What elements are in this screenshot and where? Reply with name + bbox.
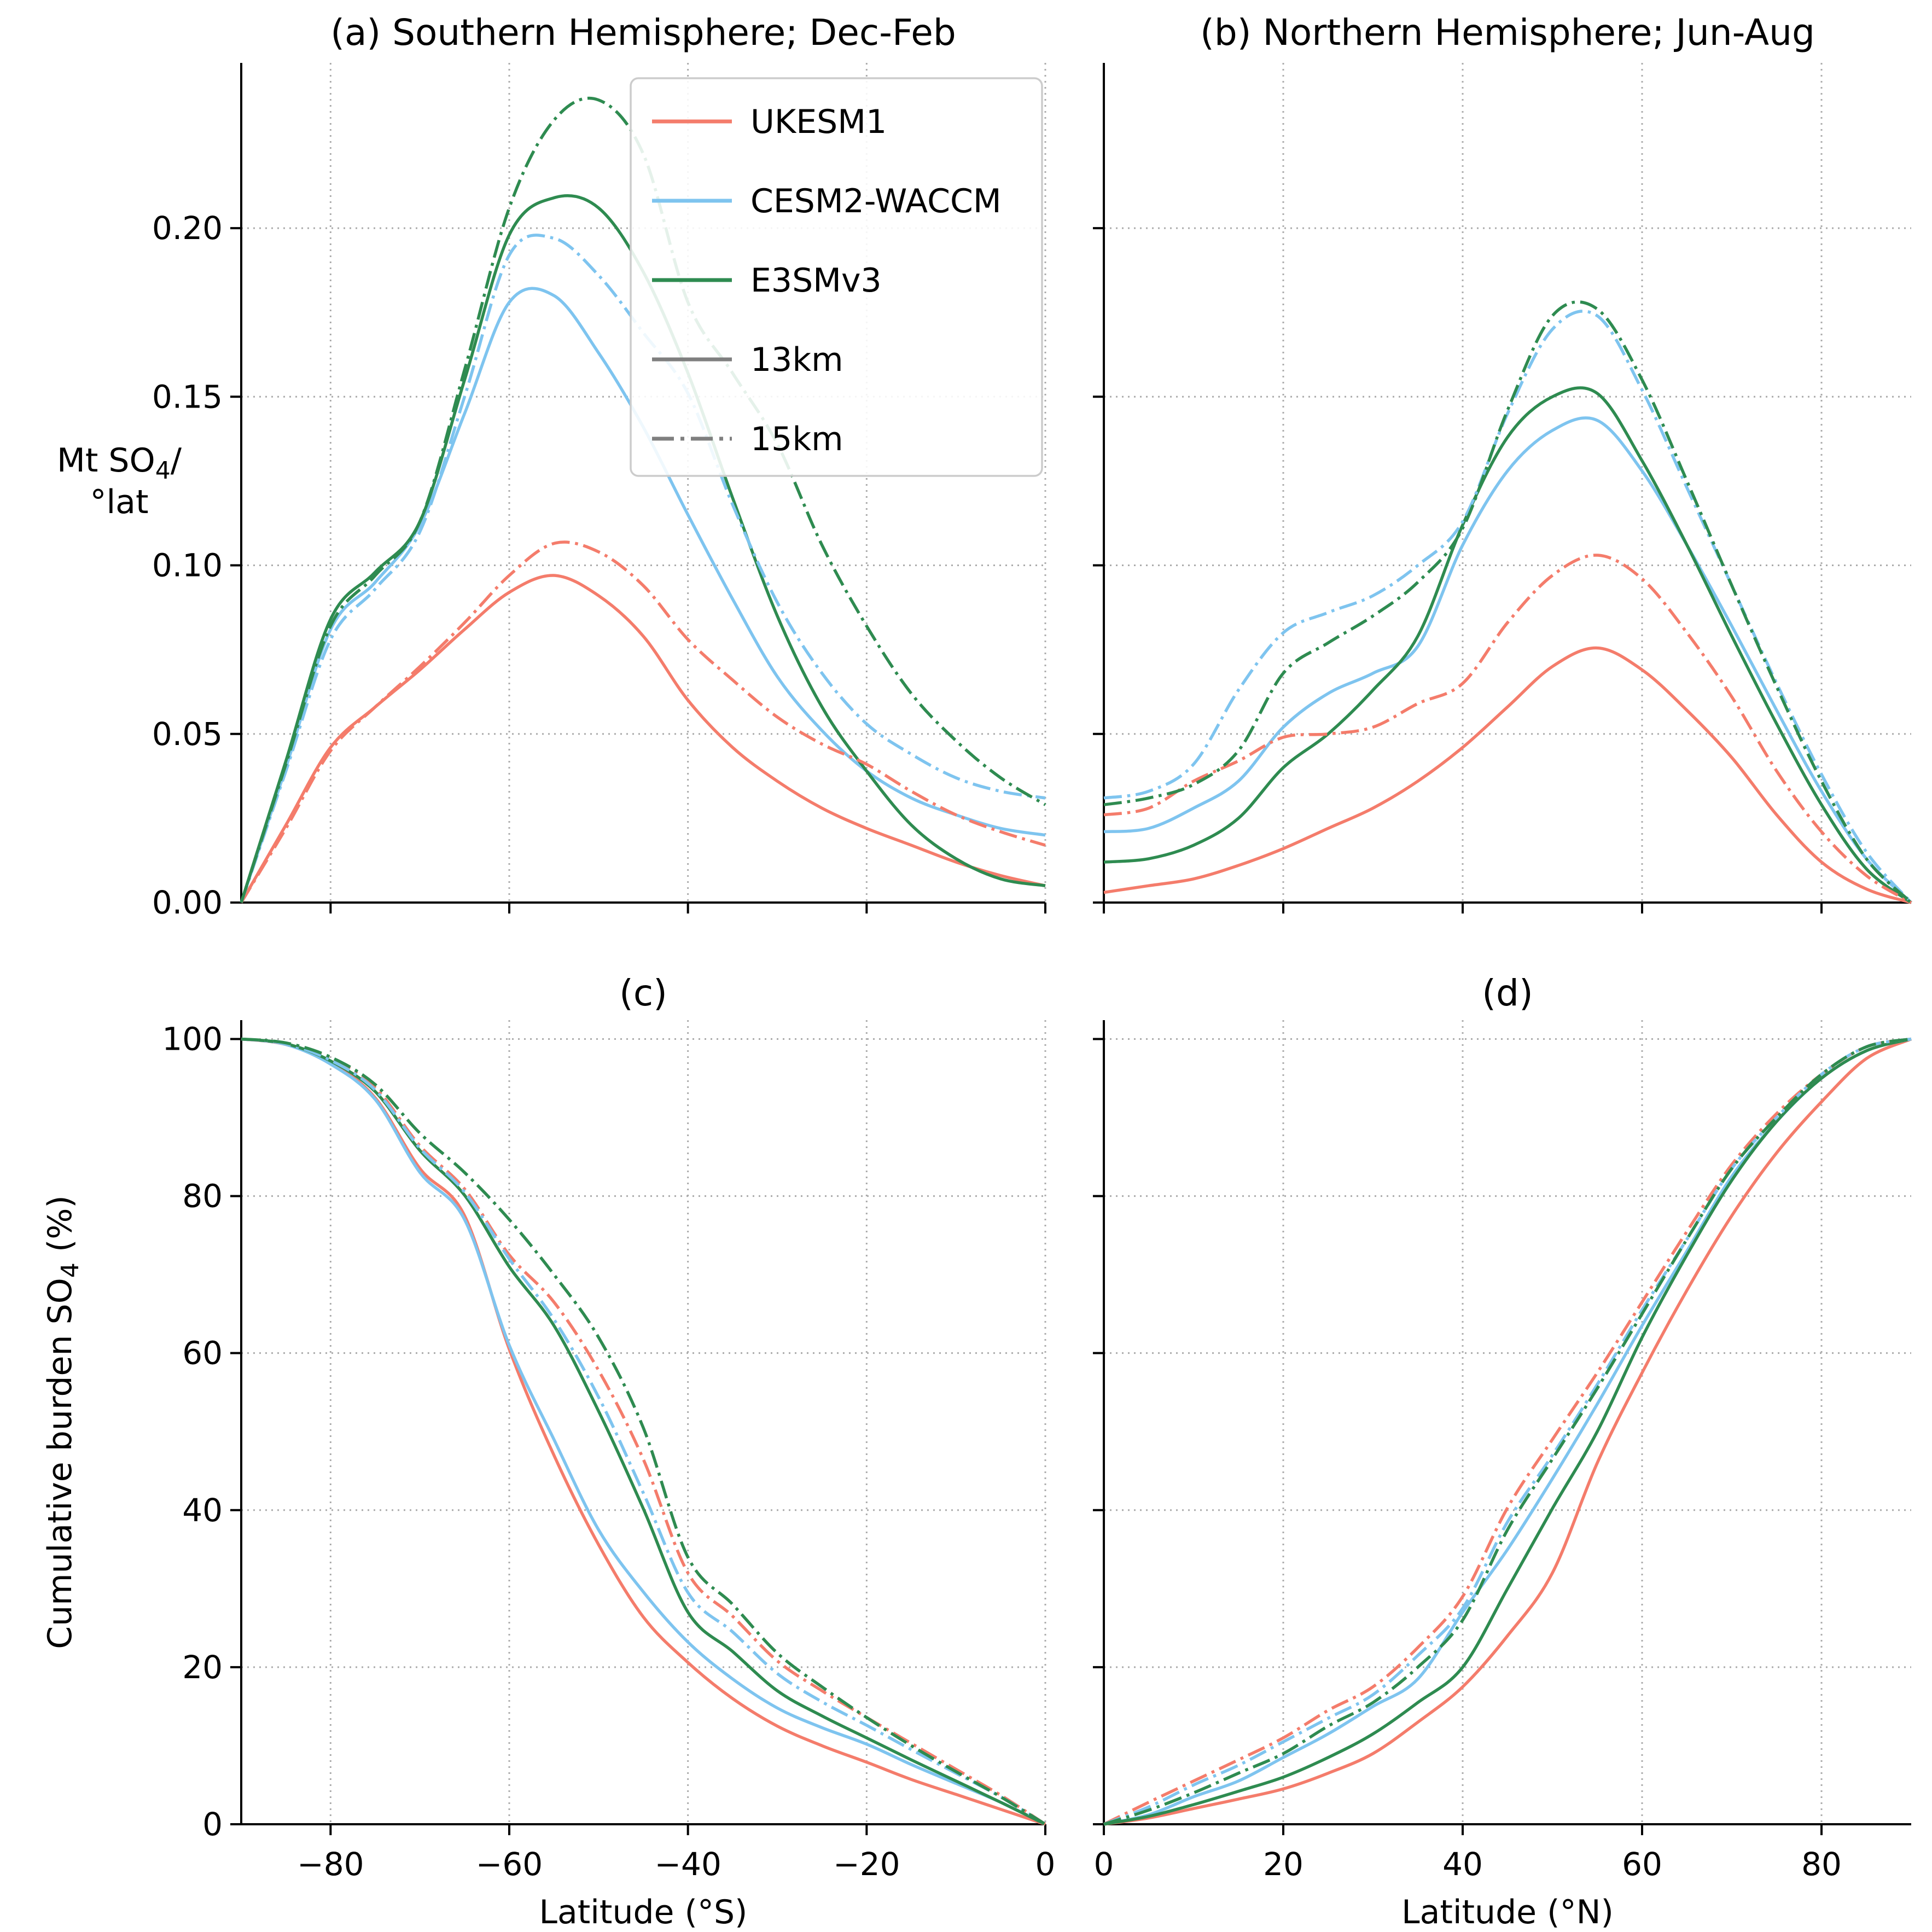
x-tick-label: −20 (833, 1846, 900, 1883)
y-tick-label: 0 (202, 1806, 223, 1843)
series-line-ukesm1-13km (240, 574, 1046, 904)
series-line-e3smv3-13km (1103, 386, 1912, 904)
series-line-e3smv3-15km (241, 1037, 1046, 1826)
panel-b-title: (b) Northern Hemisphere; Jun-Aug (1200, 11, 1815, 54)
legend-entry-label: UKESM1 (750, 103, 887, 141)
x-tick-label: 60 (1622, 1846, 1662, 1883)
y-tick-label: 40 (182, 1492, 223, 1529)
series-line-e3smv3-13km (1103, 1037, 1912, 1826)
series-line-cesm2-waccm-15km (240, 234, 1046, 903)
x-tick-label: 80 (1801, 1846, 1842, 1883)
legend-entry-label: 15km (750, 420, 843, 458)
legend-entry-label: 13km (750, 341, 843, 379)
series-line-e3smv3-15km (1103, 300, 1912, 904)
y-tick-label: 0.15 (152, 378, 223, 415)
xlabel-south: Latitude (°S) (539, 1893, 748, 1931)
cumulative-ylabel: Cumulative burden SO4 (%) (41, 1195, 84, 1649)
series-line-ukesm1-13km (1103, 1037, 1912, 1826)
series-line-ukesm1-15km (241, 1037, 1046, 1826)
x-tick-label: 0 (1035, 1846, 1056, 1883)
xlabel-north: Latitude (°N) (1401, 1893, 1614, 1931)
legend: UKESM1 CESM2-WACCM E3SMv3 13km 15km (630, 77, 1043, 477)
series-line-e3smv3-15km (1103, 1037, 1912, 1826)
x-tick-label: 20 (1263, 1846, 1303, 1883)
plot-panels: 0.00 0.05 0.10 0.15 0.20 −80 −60 −40 −20 0 0 20 40 60… (152, 63, 1913, 1883)
x-tick-label: −80 (297, 1846, 364, 1883)
series-line-e3smv3-15km (240, 96, 1046, 903)
x-tick-label: 0 (1094, 1846, 1114, 1883)
panel-a-title: (a) Southern Hemisphere; Dec-Feb (330, 11, 956, 54)
y-tick-label: 0.05 (152, 715, 223, 753)
y-tick-label: 0.00 (152, 884, 223, 921)
x-tick-label: −40 (654, 1846, 721, 1883)
legend-entry: 15km (652, 420, 843, 458)
series-line-ukesm1-15km (240, 540, 1046, 904)
x-tick-label: 40 (1442, 1846, 1483, 1883)
density-ylabel-line2: °lat (90, 483, 149, 521)
series-line-e3smv3-13km (240, 194, 1046, 903)
legend-entry: E3SMv3 (652, 261, 882, 300)
legend-entry-label: CESM2-WACCM (750, 182, 1002, 220)
series-line-ukesm1-15km (1103, 554, 1912, 904)
series-line-cesm2-waccm-13km (241, 1037, 1046, 1826)
panel-c-title: (c) (619, 972, 667, 1014)
legend-entry: 13km (652, 341, 843, 379)
density-ylabel-line1: Mt SO4/ (57, 441, 182, 485)
series-line-ukesm1-15km (1103, 1037, 1912, 1826)
y-tick-label: 100 (162, 1020, 223, 1057)
series-line-cesm2-waccm-13km (240, 287, 1046, 903)
y-tick-label: 60 (182, 1335, 223, 1372)
y-tick-label: 0.10 (152, 547, 223, 584)
y-tick-label: 0.20 (152, 210, 223, 247)
series-line-cesm2-waccm-13km (1103, 416, 1912, 904)
series-line-cesm2-waccm-15km (241, 1037, 1046, 1826)
legend-entry: CESM2-WACCM (652, 182, 1002, 220)
legend-entry-label: E3SMv3 (750, 261, 882, 300)
x-tick-label: −60 (476, 1846, 543, 1883)
series-line-ukesm1-13km (1103, 646, 1912, 904)
legend-box (630, 77, 1043, 477)
legend-entry: UKESM1 (652, 103, 887, 141)
panel-d-title: (d) (1482, 972, 1533, 1014)
series-line-e3smv3-13km (241, 1037, 1046, 1826)
y-tick-label: 20 (182, 1649, 223, 1686)
y-tick-label: 80 (182, 1178, 223, 1215)
